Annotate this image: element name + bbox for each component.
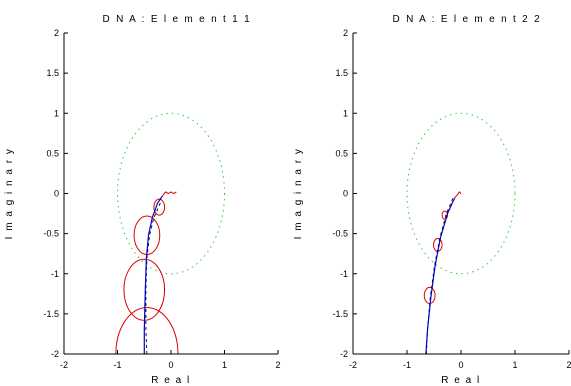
y-axis-label: I m a g i n a r y [4, 148, 15, 240]
dashed-nyquist-curve [425, 198, 454, 354]
y-tick-label: -1.5 [332, 309, 348, 319]
y-tick-label: 2 [54, 28, 59, 38]
x-tick-label: 1 [512, 360, 517, 370]
y-tick-label: 0 [343, 189, 348, 199]
uncertainty-disk-3 [423, 286, 436, 304]
x-axis-label: R e a l [441, 375, 480, 386]
uncertainty-disk-4 [115, 306, 179, 354]
plot-area [115, 112, 225, 354]
chart-element-22: -2 -1 0 1 2 2 1.5 1 0.5 0 -0.5 -1 -1.5 -2 D N A : E l … [293, 14, 571, 386]
chart-title: D N A : E l e m e n t 2 2 [393, 14, 542, 25]
y-tick-label: 1 [343, 108, 348, 118]
y-axis-label: I m a g i n a r y [293, 148, 304, 240]
low-frequency-curve [454, 191, 462, 199]
y-tick-label: -0.5 [43, 229, 59, 239]
x-tick-label: 1 [222, 360, 227, 370]
y-tick-label: -2 [340, 349, 348, 359]
y-tick-label: -0.5 [332, 229, 348, 239]
y-tick-label: -2 [51, 349, 59, 359]
x-tick-label: 0 [168, 360, 173, 370]
nyquist-curve [143, 195, 163, 354]
unit-circle [406, 112, 516, 275]
unit-circle [117, 112, 225, 275]
x-tick-label: -2 [60, 360, 68, 370]
x-tick-label: -1 [113, 360, 121, 370]
y-tick-label: 0.5 [46, 148, 59, 158]
y-tick-label: 1.5 [46, 68, 59, 78]
y-tick-label: 1 [54, 108, 59, 118]
y-tick-label: -1.5 [43, 309, 59, 319]
uncertainty-disk-1 [153, 198, 166, 216]
y-tick-label: 0.5 [335, 148, 348, 158]
x-tick-label: 2 [275, 360, 280, 370]
nyquist-curve [425, 198, 456, 354]
x-tick-label: 0 [458, 360, 463, 370]
y-tick-label: -1 [340, 269, 348, 279]
low-frequency-curve [162, 191, 177, 197]
chart-title: D N A : E l e m e n t 1 1 [103, 14, 252, 25]
x-tick-label: 2 [566, 360, 571, 370]
y-tick-label: 2 [343, 28, 348, 38]
y-tick-label: 0 [54, 189, 59, 199]
x-tick-label: -1 [403, 360, 411, 370]
y-tick-label: -1 [51, 269, 59, 279]
plot-area [406, 112, 516, 354]
x-axis-label: R e a l [151, 375, 190, 386]
x-tick-label: -2 [349, 360, 357, 370]
y-tick-label: 1.5 [335, 68, 348, 78]
chart-element-11: -2 -1 0 1 2 2 1.5 1 0.5 0 -0.5 -1 -1.5 -2 D N A : E l … [4, 14, 281, 386]
